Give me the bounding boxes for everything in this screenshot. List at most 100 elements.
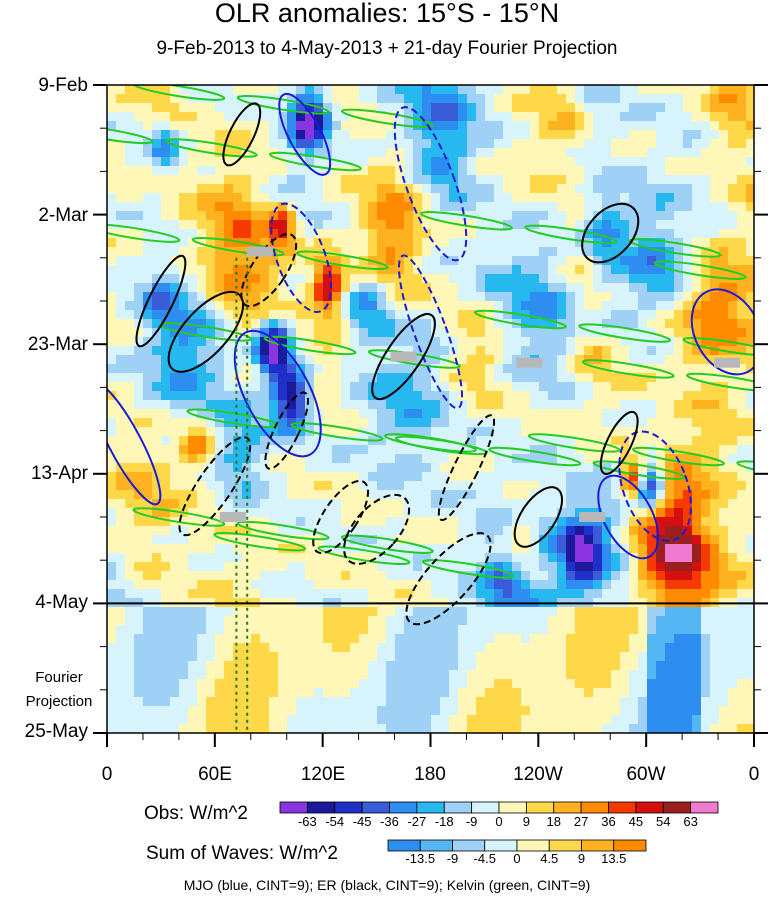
field-cell — [332, 328, 342, 338]
field-cell — [746, 355, 754, 365]
field-cell — [593, 220, 603, 230]
field-cell — [332, 310, 342, 320]
field-cell — [737, 301, 747, 311]
field-cell — [593, 382, 603, 392]
field-cell — [161, 625, 171, 635]
field-cell — [143, 643, 153, 653]
field-cell — [404, 283, 414, 293]
field-cell — [557, 103, 567, 113]
field-cell — [476, 193, 486, 203]
field-cell — [188, 247, 198, 257]
field-cell — [458, 373, 468, 383]
field-cell — [539, 112, 549, 122]
field-cell — [521, 517, 531, 527]
field-cell — [611, 526, 621, 536]
field-cell — [737, 643, 747, 653]
field-cell — [341, 337, 351, 347]
field-cell — [431, 211, 441, 221]
field-cell — [575, 283, 585, 293]
field-cell — [179, 454, 189, 464]
field-cell — [359, 193, 369, 203]
field-cell — [179, 472, 189, 482]
field-cell — [350, 697, 360, 707]
field-cell — [116, 193, 126, 203]
field-cell — [467, 310, 477, 320]
field-cell — [458, 661, 468, 671]
field-cell — [692, 292, 702, 302]
field-cell — [170, 175, 180, 185]
field-cell — [431, 130, 441, 140]
field-cell — [692, 607, 702, 617]
field-cell — [638, 499, 648, 509]
field-cell — [206, 256, 216, 266]
field-cell — [575, 670, 585, 680]
field-cell — [368, 103, 378, 113]
field-cell — [386, 508, 396, 518]
field-cell — [368, 679, 378, 689]
field-cell — [395, 634, 405, 644]
field-cell — [287, 436, 297, 446]
field-cell — [512, 472, 522, 482]
field-cell — [719, 229, 729, 239]
field-cell — [602, 643, 612, 653]
field-cell — [710, 283, 720, 293]
field-cell — [584, 247, 594, 257]
field-cell — [611, 400, 621, 410]
field-cell — [701, 688, 711, 698]
field-cell — [593, 580, 603, 590]
field-cell — [233, 292, 243, 302]
field-cell — [440, 274, 450, 284]
field-cell — [638, 400, 648, 410]
field-cell — [548, 499, 558, 509]
field-cell — [530, 229, 540, 239]
field-cell — [305, 184, 315, 194]
field-cell — [584, 211, 594, 221]
field-cell — [134, 625, 144, 635]
field-cell — [539, 571, 549, 581]
field-cell — [539, 661, 549, 671]
field-cell — [692, 373, 702, 383]
field-cell — [512, 427, 522, 437]
field-cell — [683, 202, 693, 212]
field-cell — [449, 481, 459, 491]
field-cell — [602, 301, 612, 311]
field-cell — [638, 616, 648, 626]
field-cell — [296, 400, 306, 410]
field-cell — [134, 148, 144, 158]
field-cell — [314, 319, 324, 329]
field-cell — [287, 382, 297, 392]
field-cell — [629, 355, 639, 365]
field-cell — [368, 661, 378, 671]
field-cell — [521, 238, 531, 248]
field-cell — [575, 616, 585, 626]
field-cell — [296, 148, 306, 158]
field-cell — [377, 202, 387, 212]
field-cell — [521, 409, 531, 419]
field-cell — [701, 211, 711, 221]
field-cell — [323, 661, 333, 671]
field-cell — [116, 670, 126, 680]
field-cell — [620, 292, 630, 302]
field-cell — [413, 697, 423, 707]
field-cell — [143, 94, 153, 104]
field-cell — [431, 319, 441, 329]
field-cell — [503, 526, 513, 536]
field-cell — [125, 229, 135, 239]
field-cell — [188, 238, 198, 248]
field-cell — [125, 454, 135, 464]
field-cell — [305, 436, 315, 446]
field-cell — [611, 679, 621, 689]
field-cell — [719, 499, 729, 509]
field-cell — [494, 553, 504, 563]
field-cell — [197, 337, 207, 347]
field-cell — [179, 463, 189, 473]
field-cell — [206, 643, 216, 653]
field-cell — [575, 85, 585, 95]
field-cell — [125, 499, 135, 509]
field-cell — [719, 85, 729, 95]
field-cell — [395, 391, 405, 401]
field-cell — [269, 589, 279, 599]
field-cell — [206, 175, 216, 185]
field-cell — [206, 130, 216, 140]
field-cell — [512, 589, 522, 599]
